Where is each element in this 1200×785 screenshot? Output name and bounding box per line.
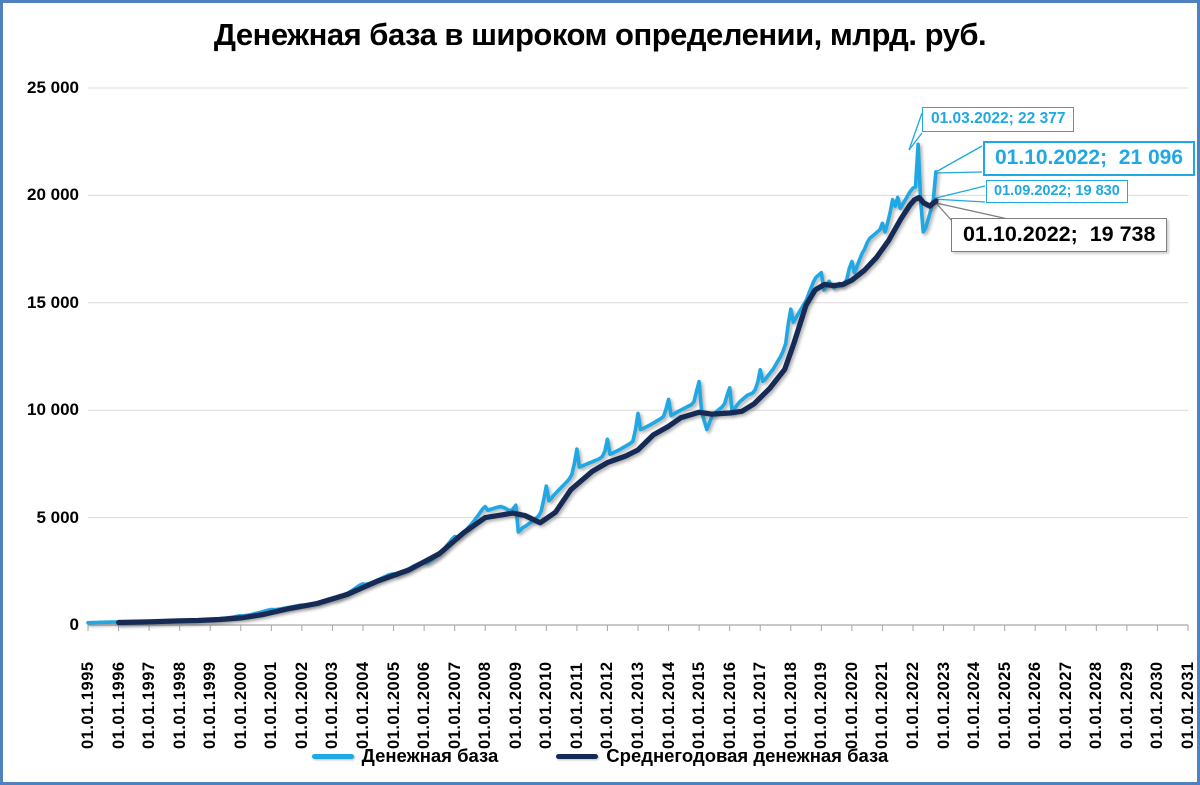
- data-label-callout-mar-2022: 01.03.2022; 22 377: [922, 107, 1075, 132]
- x-axis-label: 01.01.2002: [292, 661, 311, 749]
- x-axis-label: 01.01.2006: [415, 661, 434, 749]
- x-axis-label: 01.01.2028: [1087, 661, 1106, 749]
- plot-area: [86, 87, 1189, 631]
- legend-label-avg-monetary-base: Среднегодовая денежная база: [606, 745, 889, 766]
- x-axis-label: 01.01.2000: [231, 661, 250, 749]
- x-axis-label: 01.01.2022: [904, 661, 922, 749]
- x-axis-label: 01.01.2015: [690, 661, 709, 749]
- data-label-callout-sep-2022: 01.09.2022; 19 830: [986, 180, 1128, 203]
- y-axis-label: 0: [69, 615, 79, 634]
- x-axis-label: 01.01.1998: [170, 661, 189, 749]
- x-axis-label: 01.01.2012: [598, 661, 617, 749]
- x-axis-label: 01.01.2025: [995, 661, 1014, 749]
- x-axis-label: 01.01.2019: [812, 661, 831, 749]
- x-axis-label: 01.01.2014: [659, 661, 678, 749]
- x-axis-label: 01.01.2021: [873, 661, 892, 749]
- x-axis-label: 01.01.2030: [1148, 661, 1167, 749]
- legend-label-monetary-base: Денежная база: [361, 745, 499, 766]
- series-avg-monetary-base: [115, 194, 939, 626]
- chart-title: Денежная база в широком определении, млр…: [213, 17, 987, 52]
- y-axis-label: 25 000: [27, 78, 79, 97]
- data-label-callout-oct-2022-avg: 01.10.2022; 19 738: [951, 218, 1168, 252]
- legend-item-avg-monetary-base: Среднегодовая денежная база: [556, 745, 888, 767]
- x-axis-label: 01.01.1997: [140, 661, 159, 749]
- legend-line-swatch-monetary-base: [311, 753, 354, 759]
- x-axis-label: 01.01.2013: [629, 661, 647, 749]
- x-axis-label: 01.01.2009: [506, 661, 525, 749]
- data-label-callout-oct-2022-base: 01.10.2022; 21 096: [983, 141, 1195, 176]
- legend-item-monetary-base: Денежная база: [311, 745, 499, 767]
- x-axis-label: 01.01.2026: [1026, 661, 1045, 749]
- series-monetary-base: [86, 142, 938, 625]
- x-axis-label: 01.01.1995: [79, 661, 97, 749]
- x-axis-label: 01.01.2008: [476, 661, 495, 749]
- x-axis-label: 01.01.2027: [1056, 661, 1075, 749]
- legend-line-swatch-avg-monetary-base: [556, 753, 599, 759]
- chart-legend: Денежная база Среднегодовая денежная баз…: [3, 745, 1197, 767]
- x-axis-label: 01.01.2011: [567, 662, 586, 749]
- x-axis-label: 01.01.2010: [537, 661, 556, 749]
- x-axis-label: 01.01.2001: [262, 661, 281, 749]
- y-axis-label: 20 000: [27, 185, 79, 205]
- x-axis-label: 01.01.2016: [720, 661, 739, 749]
- x-axis-label: 01.01.2017: [751, 661, 770, 749]
- x-axis-label: 01.01.2005: [384, 661, 403, 749]
- x-axis-label: 01.01.1999: [201, 661, 220, 749]
- x-axis-label: 01.01.2007: [445, 661, 464, 749]
- x-axis-label: 01.01.2029: [1117, 661, 1136, 749]
- y-axis-label: 5 000: [36, 507, 79, 527]
- x-axis-label: 01.01.2004: [354, 661, 372, 749]
- x-axis-label: 01.01.2003: [323, 661, 342, 749]
- x-axis-label: 01.01.2023: [934, 661, 953, 749]
- y-axis-label: 10 000: [27, 400, 79, 420]
- y-axis-label: 15 000: [27, 292, 79, 312]
- x-axis-label: 01.01.2024: [965, 661, 984, 749]
- x-axis-label: 01.01.2031: [1179, 661, 1197, 749]
- x-axis-label: 01.01.2018: [781, 661, 800, 749]
- x-axis-label: 01.01.2020: [842, 661, 861, 749]
- x-axis-label: 01.01.1996: [109, 661, 128, 749]
